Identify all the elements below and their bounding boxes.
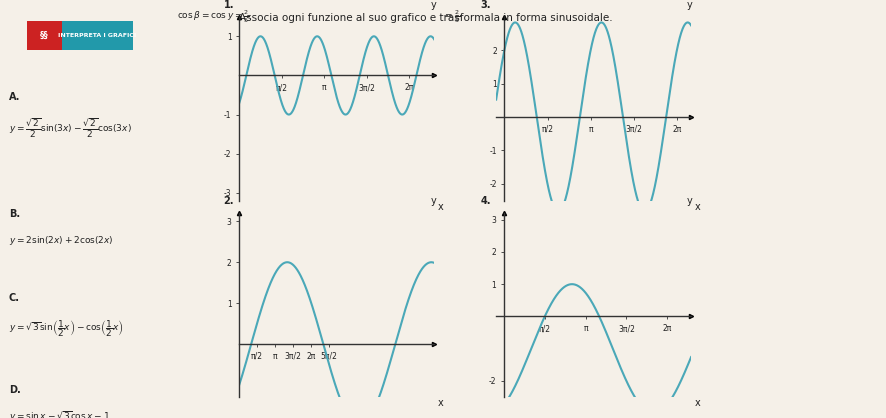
Text: y: y: [431, 0, 436, 10]
Text: 1.: 1.: [223, 0, 234, 10]
Text: $y=\sin x-\sqrt{3}\cos x-1$: $y=\sin x-\sqrt{3}\cos x-1$: [9, 410, 110, 418]
Text: y: y: [431, 196, 436, 206]
Text: 3.: 3.: [480, 0, 491, 10]
Text: Associa ogni funzione al suo grafico e trasformala in forma sinusoidale.: Associa ogni funzione al suo grafico e t…: [239, 13, 613, 23]
Text: 2.: 2.: [223, 196, 234, 206]
Text: $y=\dfrac{\sqrt{2}}{2}\sin(3x)-\dfrac{\sqrt{2}}{2}\cos(3x)$: $y=\dfrac{\sqrt{2}}{2}\sin(3x)-\dfrac{\s…: [9, 117, 132, 140]
Text: B.: B.: [9, 209, 20, 219]
Text: $y=2\sin(2x)+2\cos(2x)$: $y=2\sin(2x)+2\cos(2x)$: [9, 234, 113, 247]
Text: $\cos\beta = \cos y = \frac{2}{5}$: $\cos\beta = \cos y = \frac{2}{5}$: [177, 8, 250, 25]
Text: y: y: [688, 0, 693, 10]
Text: y: y: [688, 196, 693, 206]
Text: x: x: [695, 398, 701, 408]
Text: INTERPRETA I GRAFICI: INTERPRETA I GRAFICI: [58, 33, 136, 38]
Text: x: x: [438, 202, 444, 212]
Text: C.: C.: [9, 293, 19, 303]
Text: $y=\sqrt{3}\sin\!\left(\dfrac{1}{2}x\right)-\cos\!\left(\dfrac{1}{2}x\right)$: $y=\sqrt{3}\sin\!\left(\dfrac{1}{2}x\rig…: [9, 318, 124, 339]
Text: §§: §§: [40, 31, 49, 40]
Text: A.: A.: [9, 92, 20, 102]
Text: x: x: [438, 398, 444, 408]
Text: D.: D.: [9, 385, 20, 395]
Text: 4.: 4.: [480, 196, 491, 206]
Text: $= \frac{2}{5}$: $= \frac{2}{5}$: [443, 8, 460, 25]
Text: x: x: [695, 202, 701, 212]
